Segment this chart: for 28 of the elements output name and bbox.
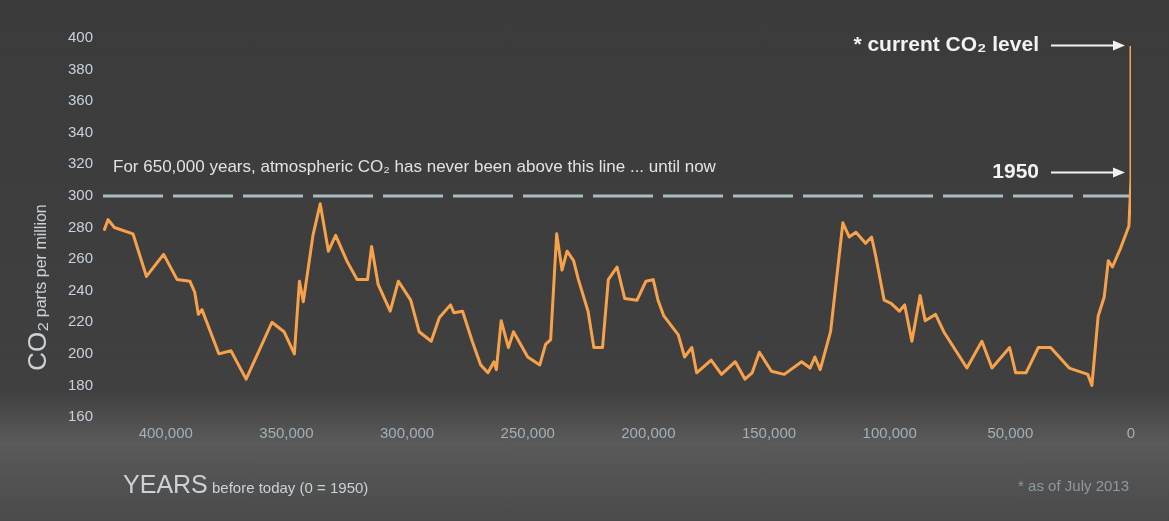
y-tick-label: 280 <box>68 217 94 235</box>
y-tick-label: 240 <box>68 280 94 298</box>
y-tick-label: 340 <box>68 122 94 140</box>
y-tick-label: 400 <box>68 28 94 46</box>
text: * as of July 2013 <box>1018 477 1129 494</box>
x-tick-label: 50,000 <box>987 424 1034 442</box>
x-tick-label: 400,000 <box>138 424 193 442</box>
x-tick-label: 200,000 <box>621 424 676 442</box>
annotation: 1950 <box>992 159 1039 183</box>
y-tick-label: 200 <box>68 343 94 361</box>
x-tick-label: 0 <box>1126 424 1136 442</box>
x-tick-label: 150,000 <box>741 424 797 442</box>
y-tick-label: 300 <box>68 186 94 204</box>
x-tick-label: 100,000 <box>862 424 917 442</box>
y-tick-label: 180 <box>68 375 94 393</box>
x-tick-label: 350,000 <box>259 424 314 442</box>
y-tick-label: 220 <box>68 312 94 330</box>
y-tick-label: 380 <box>68 59 94 77</box>
x-axis-title: YEARS before today (0 = 1950) <box>123 470 369 498</box>
ref-line-label: For 650,000 years, atmospheric CO₂ has never been above this line ... until now <box>113 156 717 176</box>
y-tick-label: 260 <box>68 249 94 267</box>
annotation: * current CO₂ level <box>853 32 1039 56</box>
y-tick-label: 360 <box>68 91 94 109</box>
y-tick-label: 160 <box>68 407 94 425</box>
y-tick-label: 320 <box>68 154 94 172</box>
y-axis-title: CO₂ parts per million <box>22 204 52 371</box>
x-tick-label: 250,000 <box>500 424 555 442</box>
x-tick-label: 300,000 <box>379 424 435 442</box>
